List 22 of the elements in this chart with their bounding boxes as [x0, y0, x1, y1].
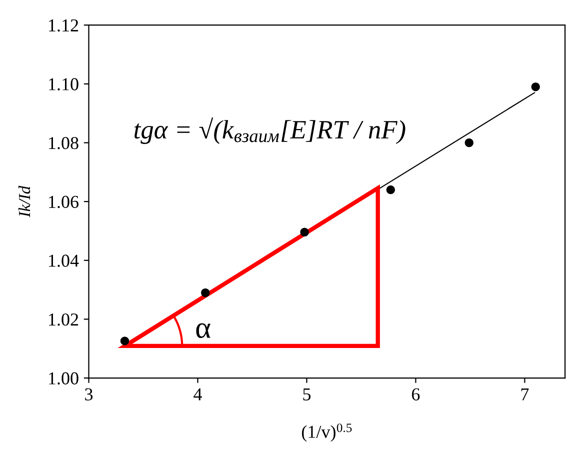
y-tick-label: 1.10 [49, 78, 78, 90]
annotation: tgα = √(k$_{взаим}$[E]RT / nF) [134, 118, 406, 144]
x-tick-label: 7 [521, 388, 529, 400]
x-tick-label: 3 [85, 388, 93, 400]
point [120, 336, 130, 346]
y-tick-label: 1.02 [49, 313, 78, 326]
x-tick-label: 5 [303, 388, 311, 400]
y-tick-label: 1.06 [49, 196, 79, 208]
point [201, 288, 210, 298]
y-axis-title: Ik/Id [18, 186, 30, 218]
y-tick-label: 1.04 [49, 254, 79, 267]
annotation: α [196, 323, 210, 338]
point [531, 82, 540, 92]
point [386, 185, 396, 194]
y-tick-label: 1.08 [49, 136, 78, 150]
y-tick-label: 1.00 [49, 372, 78, 385]
x-axis-title: (1/v)$^{0.5}$ [302, 424, 352, 442]
point [464, 138, 474, 148]
x-tick-label: 6 [412, 388, 420, 400]
x-tick-label: 4 [194, 388, 202, 400]
y-tick-label: 1.12 [49, 19, 78, 32]
point [300, 228, 309, 237]
